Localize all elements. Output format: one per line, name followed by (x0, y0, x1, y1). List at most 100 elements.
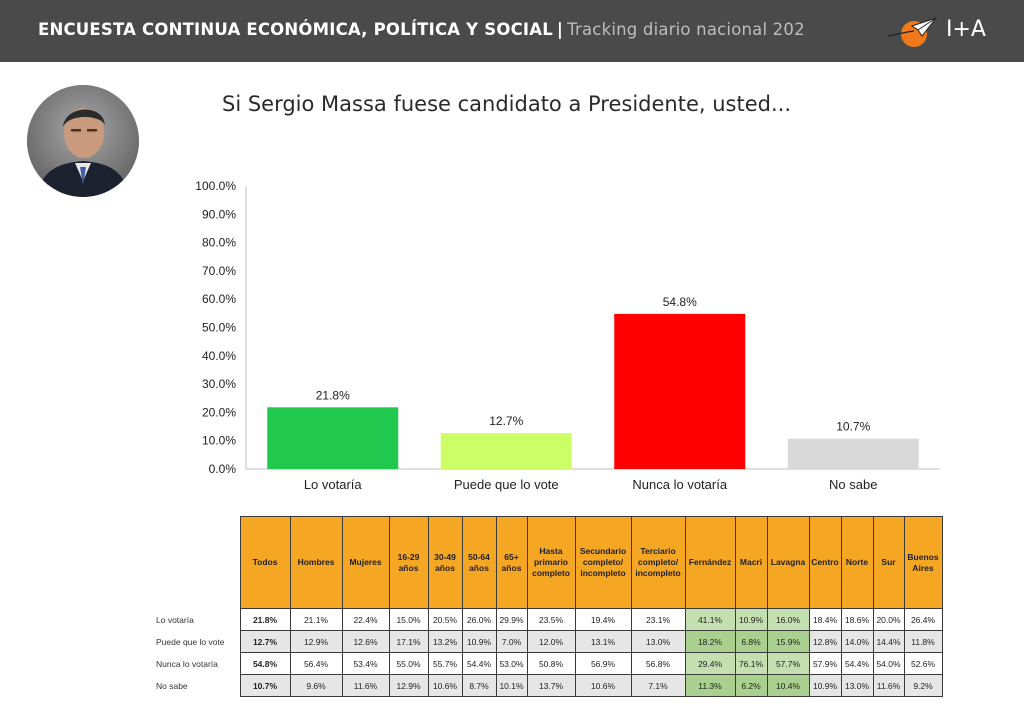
table-cell: 9.6% (289, 674, 343, 697)
column-header-line: Hombres (297, 557, 335, 567)
column-header-line: Aires (912, 562, 934, 573)
table-cell: 76.1% (734, 652, 768, 675)
table-cell: 15.0% (388, 608, 429, 631)
table-column-header: Lavagna (766, 516, 810, 609)
table-cell: 53.4% (341, 652, 390, 675)
column-header-line: Secundario (579, 546, 627, 556)
table-row-label: No sabe (156, 680, 188, 691)
brand-logo: I+A (884, 14, 994, 50)
table-cell: 6.2% (734, 674, 768, 697)
table-cell: 54.4% (840, 652, 874, 675)
table-cell: 18.6% (840, 608, 874, 631)
column-header-line: años (469, 562, 489, 573)
x-tick-label: No sabe (829, 477, 877, 492)
table-cell: 23.1% (630, 608, 686, 631)
table-cell: 12.0% (526, 630, 576, 653)
table-cell: 15.9% (766, 630, 810, 653)
table-row-label: Nunca lo votaría (156, 658, 218, 669)
table-cell: 10.1% (495, 674, 528, 697)
table-cell: 57.7% (766, 652, 810, 675)
column-header-line: Fernández (688, 557, 732, 567)
table-column-header: 30-49 años (427, 516, 463, 609)
bar-value-label: 12.7% (489, 414, 523, 428)
column-header-line: 16-29 (397, 551, 420, 562)
column-header-line: Hasta (539, 546, 563, 556)
column-header-line: primario (533, 557, 568, 567)
table-cell: 10.6% (574, 674, 632, 697)
y-tick-label: 60.0% (202, 292, 236, 306)
table-cell: 22.4% (341, 608, 390, 631)
bar-value-label: 54.8% (663, 295, 697, 309)
header-title: ENCUESTA CONTINUA ECONÓMICA, POLÍTICA Y … (38, 20, 805, 39)
table-cell: 12.7% (239, 630, 291, 653)
column-header-line: 65+ (504, 551, 519, 562)
bar-chart: 0.0% 10.0% 20.0% 30.0% 40.0% 50.0% 60.0% 70.0% 8… (195, 179, 940, 492)
table-cell: 50.8% (526, 652, 576, 675)
column-header-line: Centro (811, 557, 839, 567)
table-column-header: Sur (872, 516, 905, 609)
table-column-header: Macri (734, 516, 768, 609)
table-cell: 53.0% (495, 652, 528, 675)
table-cell: 54.4% (461, 652, 497, 675)
table-row: Puede que lo vote 12.7% 12.9% 12.6% 17.1% 13.… (148, 630, 943, 653)
table-cell: 56.8% (630, 652, 686, 675)
column-header-line: incompleto (635, 568, 681, 578)
y-tick-label: 40.0% (202, 349, 236, 363)
column-header-line: incompleto (580, 568, 626, 578)
header-bar: ENCUESTA CONTINUA ECONÓMICA, POLÍTICA Y … (0, 0, 1024, 62)
header-title-main: ENCUESTA CONTINUA ECONÓMICA, POLÍTICA Y … (38, 20, 553, 39)
table-cell: 7.1% (630, 674, 686, 697)
y-tick-label: 80.0% (202, 236, 236, 250)
table-cell: 18.2% (684, 630, 736, 653)
table-body: Lo votaría 21.8% 21.1% 22.4% 15.0% 20.5% 26.0%… (148, 608, 943, 697)
column-header-line: completo/ (637, 557, 679, 567)
table-cell: 52.6% (903, 652, 943, 675)
table-cell: 11.6% (341, 674, 390, 697)
table-cell: 13.0% (840, 674, 874, 697)
table-cell: 12.6% (341, 630, 390, 653)
table-cell: 54.0% (872, 652, 905, 675)
logo-text: I+A (946, 17, 986, 42)
table-cell: 13.0% (630, 630, 686, 653)
table-column-header: Buenos Aires (903, 516, 943, 609)
header-subtitle: Tracking diario nacional 202 (567, 20, 805, 39)
column-header-line: Norte (845, 557, 869, 567)
bar-value-label: 10.7% (836, 420, 870, 434)
table-cell: 11.8% (903, 630, 943, 653)
table-cell: 10.7% (239, 674, 291, 697)
table-cell: 41.1% (684, 608, 736, 631)
bars-group: 21.8% 12.7% 54.8% 10.7% (267, 295, 919, 469)
table-cell: 13.7% (526, 674, 576, 697)
column-header-line: Buenos (907, 551, 939, 562)
y-tick-label: 100.0% (195, 179, 236, 193)
table-cell: 29.9% (495, 608, 528, 631)
bar (440, 433, 572, 469)
table-cell: 17.1% (388, 630, 429, 653)
table-cell: 10.9% (808, 674, 842, 697)
column-header-line: Todos (252, 557, 278, 567)
column-header-line: años (398, 562, 419, 573)
table-cell: 12.9% (289, 630, 343, 653)
table-cell: 10.4% (766, 674, 810, 697)
table-column-header: Hombres (289, 516, 343, 609)
x-tick-label: Puede que lo vote (454, 477, 559, 492)
table-cell: 23.5% (526, 608, 576, 631)
table-cell: 12.9% (388, 674, 429, 697)
column-header-line: Terciario (640, 546, 676, 556)
table-row-label: Puede que lo vote (156, 636, 225, 647)
bar-value-label: 21.8% (316, 388, 350, 402)
table-cell: 18.4% (808, 608, 842, 631)
table-cell: 26.4% (903, 608, 943, 631)
table-cell: 13.1% (574, 630, 632, 653)
table-column-header: 65+ años (495, 516, 528, 609)
table-cell: 20.0% (872, 608, 905, 631)
table-cell: 10.9% (461, 630, 497, 653)
column-header-line: años (435, 562, 455, 573)
x-tick-label: Nunca lo votaría (632, 477, 727, 492)
table-cell: 10.6% (427, 674, 463, 697)
table-column-header: Norte (840, 516, 874, 609)
bar (267, 407, 399, 469)
column-header-line: años (501, 562, 522, 573)
table-cell: 26.0% (461, 608, 497, 631)
crosstab-table: Todos Hombres Mujeres 16-29 años 30-49 años 50-… (148, 516, 943, 697)
